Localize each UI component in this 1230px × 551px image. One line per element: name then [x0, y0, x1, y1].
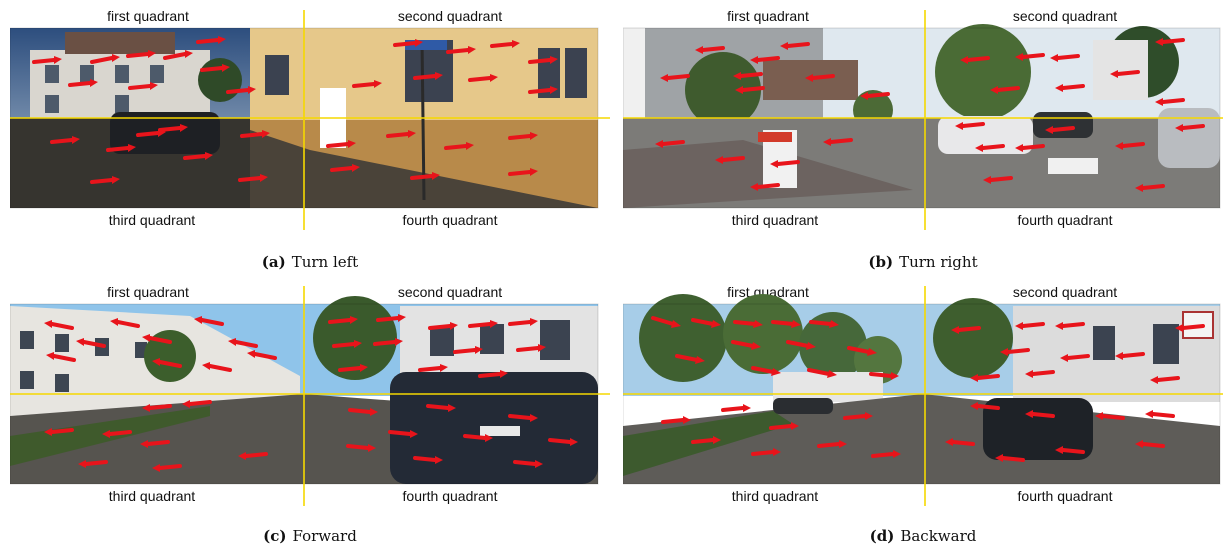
street-photo: [623, 10, 1223, 230]
tree-left: [639, 294, 727, 382]
caption-text: Turn right: [899, 253, 978, 271]
motion-arrows: [50, 316, 572, 470]
first-quadrant-label: first quadrant: [727, 284, 809, 300]
caption-d: (d) Backward: [623, 527, 1223, 545]
fourth-quadrant-label: fourth quadrant: [402, 212, 498, 228]
panel-d: first quadrant second quadrant: [623, 276, 1223, 551]
fourth-quadrant-label: fourth quadrant: [1017, 212, 1113, 228]
first-quadrant-label: first quadrant: [107, 8, 189, 24]
caption-tag: (a): [261, 253, 286, 271]
caption-b: (b) Turn right: [623, 253, 1223, 271]
tree-right: [313, 296, 397, 380]
tree-right: [935, 24, 1031, 120]
second-quadrant-label: second quadrant: [1012, 284, 1118, 300]
third-quadrant-label: third quadrant: [108, 212, 196, 228]
panel-b: first quadrant second quadrant: [623, 0, 1223, 275]
caption-a: (a) Turn left: [10, 253, 610, 271]
fourth-quadrant-label: fourth quadrant: [1017, 488, 1113, 504]
motion-arrows: [661, 38, 1205, 190]
parked-car: [110, 112, 220, 154]
third-quadrant-label: third quadrant: [108, 488, 196, 504]
second-quadrant-label: second quadrant: [397, 8, 503, 24]
first-quadrant-label: first quadrant: [107, 284, 189, 300]
first-quadrant-label: first quadrant: [727, 8, 809, 24]
panel-c: first quadrant second quadrant: [10, 276, 610, 551]
parked-car: [983, 398, 1093, 460]
caption-text: Turn left: [291, 253, 359, 271]
caption-c: (c) Forward: [10, 527, 610, 545]
panel-a: first quadrant second quadrant: [10, 0, 610, 275]
third-quadrant-label: third quadrant: [731, 488, 819, 504]
street-photo: [623, 286, 1223, 506]
fourth-quadrant-label: fourth quadrant: [402, 488, 498, 504]
caption-text: Forward: [292, 527, 357, 545]
motion-arrows: [32, 38, 552, 184]
caption-tag: (d): [869, 527, 895, 545]
caption-tag: (c): [263, 527, 287, 545]
tree-right: [933, 298, 1013, 378]
caption-tag: (b): [868, 253, 894, 271]
street-photo: [10, 10, 610, 230]
street-photo: [10, 286, 610, 506]
third-quadrant-label: third quadrant: [731, 212, 819, 228]
second-quadrant-label: second quadrant: [1012, 8, 1118, 24]
second-quadrant-label: second quadrant: [397, 284, 503, 300]
caption-text: Backward: [900, 527, 977, 545]
motion-arrows: [651, 316, 1205, 462]
